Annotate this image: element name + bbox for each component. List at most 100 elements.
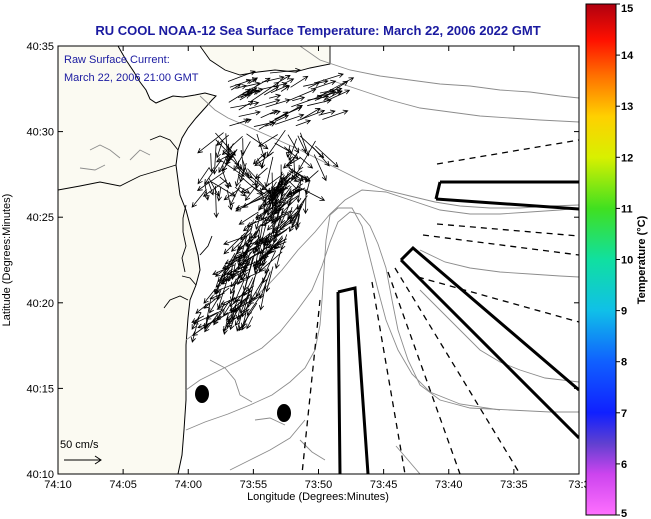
shipping-lanes [336, 180, 579, 474]
current-vector [277, 74, 291, 84]
current-vector [274, 142, 293, 154]
current-vector [302, 189, 309, 215]
current-vector [230, 262, 236, 281]
current-vector [197, 318, 222, 329]
current-vector [191, 312, 202, 330]
current-vector [260, 187, 266, 204]
current-vector [274, 222, 291, 233]
current-vector [252, 151, 267, 165]
colorbar-tick-label: 12 [621, 152, 633, 164]
colorbar-label: Temperature (°C) [636, 215, 648, 304]
current-vector [238, 110, 261, 117]
current-vector [295, 119, 312, 127]
current-vector [257, 214, 265, 242]
current-vector [243, 238, 253, 260]
current-vector [291, 94, 323, 108]
long-island-shore [199, 46, 331, 76]
current-vector [229, 78, 252, 88]
x-tick-label: 74:10 [44, 479, 72, 491]
y-axis-label: Latitude (Degrees:Minutes) [1, 194, 13, 327]
current-vector [315, 145, 339, 168]
colorbar-tick-label: 9 [621, 306, 627, 318]
current-vector [212, 264, 235, 276]
current-vector [244, 90, 259, 97]
current-label: Raw Surface Current: [64, 54, 170, 66]
current-vector [289, 152, 298, 165]
current-vector [291, 198, 306, 229]
current-vector [220, 291, 252, 305]
current-vector [203, 288, 216, 304]
current-vector [323, 89, 351, 103]
x-tick-label: 73:55 [240, 479, 268, 491]
current-vector [196, 171, 226, 192]
current-vector [236, 165, 253, 179]
current-vector [240, 87, 258, 99]
current-vector [296, 179, 302, 204]
current-vector [246, 295, 261, 316]
current-vector [230, 297, 257, 313]
current-vector [318, 109, 336, 116]
current-vector [260, 152, 267, 170]
current-vector [227, 70, 256, 82]
current-vector [223, 232, 246, 255]
current-vector [216, 298, 236, 310]
current-vector [238, 211, 259, 225]
current-vector [218, 158, 245, 177]
current-vector [249, 229, 260, 239]
current-vector [266, 213, 284, 231]
lane-southeast [399, 245, 579, 440]
current-vector [248, 77, 258, 84]
current-vector [237, 173, 263, 196]
lane-east [434, 180, 579, 211]
current-vector [263, 86, 280, 96]
y-tick-label: 40:10 [26, 469, 54, 481]
current-vector [274, 249, 282, 270]
current-vector [274, 114, 290, 122]
x-tick-label: 74:00 [174, 479, 202, 491]
current-vector [287, 206, 293, 220]
current-vector [205, 308, 226, 320]
current-vector [242, 189, 270, 208]
current-vector [191, 315, 204, 323]
current-vector [197, 132, 224, 154]
current-vector [292, 96, 306, 102]
x-tick-label: 73:40 [435, 479, 463, 491]
current-vector [195, 302, 210, 314]
current-vector [216, 186, 222, 202]
current-vector [299, 135, 325, 159]
current-vector [213, 280, 245, 293]
current-vector [281, 171, 293, 180]
current-vector [299, 156, 314, 169]
current-vector [191, 189, 207, 208]
current-vector [255, 213, 262, 231]
current-vector [290, 75, 309, 88]
current-vector [263, 232, 271, 248]
current-vector [265, 266, 274, 293]
current-vector [322, 109, 349, 120]
current-vector [254, 187, 282, 204]
current-vector [237, 248, 248, 280]
current-vector [275, 113, 305, 125]
colorbar-tick-label: 10 [621, 255, 633, 267]
current-vector [246, 316, 254, 330]
current-vector [260, 204, 272, 221]
current-vector [229, 290, 236, 308]
current-vector [313, 154, 327, 182]
current-vector [239, 186, 251, 194]
current-vector [270, 210, 293, 224]
current-vector [261, 75, 285, 83]
current-vector [269, 67, 301, 74]
x-axis-label: Longitude (Degrees:Minutes) [247, 491, 389, 503]
colorbar-tick-label: 11 [621, 203, 633, 215]
current-vector [258, 280, 267, 311]
y-tick-label: 40:25 [26, 212, 54, 224]
station-marker [195, 385, 209, 403]
dashed-boundaries [301, 139, 579, 474]
current-vector [228, 88, 251, 103]
colorbar-tick-label: 5 [621, 508, 627, 519]
current-vector [237, 118, 250, 124]
current-vector [190, 316, 200, 343]
current-vector [272, 187, 278, 208]
map-panel: Raw Surface Current: March 22, 2006 21:0… [57, 45, 580, 475]
